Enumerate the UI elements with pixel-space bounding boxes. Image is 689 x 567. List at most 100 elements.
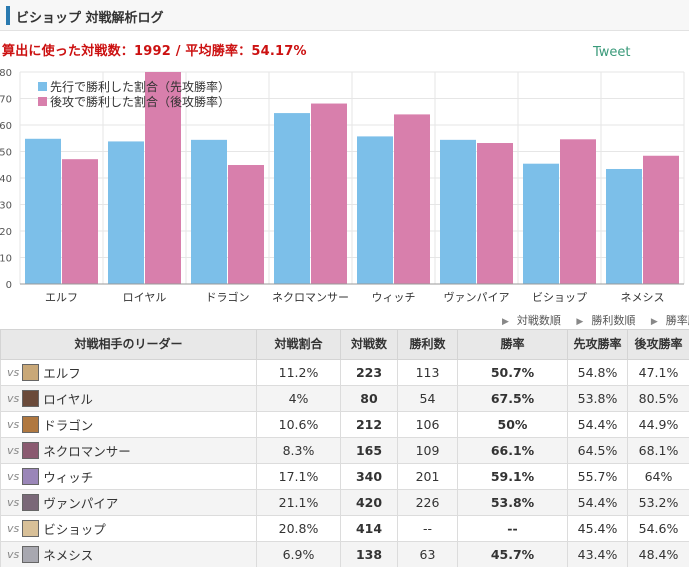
- opponent-cell: vs エルフ: [0, 359, 257, 386]
- legend-swatch: [38, 97, 47, 106]
- winrate-cell: 50.7%: [457, 359, 568, 386]
- opponent-name: ロイヤル: [43, 392, 93, 407]
- winrate-cell: 53.8%: [457, 489, 568, 516]
- leader-avatar-icon: [22, 442, 40, 459]
- legend-label: 後攻で勝利した割合（後攻勝率）: [50, 94, 230, 109]
- table-row: vs ネクロマンサー 8.3% 165 109 66.1% 64.5% 68.1%: [0, 437, 689, 464]
- leader-avatar-icon: [22, 546, 40, 563]
- games-cell: 420: [340, 489, 398, 516]
- summary-text: 算出に使った対戦数：1992 / 平均勝率：54.17%: [2, 44, 307, 59]
- winrate-cell: 59.1%: [457, 463, 568, 490]
- winrate-cell: 67.5%: [457, 385, 568, 412]
- table-row: vs ビショップ 20.8% 414 -- -- 45.4% 54.6%: [0, 515, 689, 542]
- bar-first-4: [357, 136, 393, 284]
- header-accent-bar: [6, 6, 10, 25]
- opponent-cell: vs ロイヤル: [0, 385, 257, 412]
- vs-label: vs: [7, 444, 20, 457]
- x-tick-label: ネクロマンサー: [272, 291, 349, 304]
- sort-arrow-icon: ▶: [576, 317, 584, 327]
- page-header: ビショップ 対戦解析ログ: [0, 0, 689, 31]
- col-header-first-winrate: 先攻勝率: [567, 329, 628, 360]
- vs-label: vs: [7, 366, 20, 379]
- winrate-cell: 66.1%: [457, 437, 568, 464]
- vs-label: vs: [7, 548, 20, 561]
- wins-cell: 63: [397, 541, 458, 567]
- x-tick-label: ウィッチ: [372, 291, 416, 304]
- page-title: ビショップ 対戦解析ログ: [16, 11, 164, 26]
- first-winrate-cell: 54.8%: [567, 359, 628, 386]
- second-winrate-cell: 53.2%: [627, 489, 689, 516]
- table-row: vs ドラゴン 10.6% 212 106 50% 54.4% 44.9%: [0, 411, 689, 438]
- games-cell: 138: [340, 541, 398, 567]
- x-tick-label: エルフ: [45, 291, 78, 304]
- col-header-wins: 勝利数: [397, 329, 458, 360]
- col-header-ratio: 対戦割合: [256, 329, 341, 360]
- y-tick-label: 20: [0, 227, 12, 238]
- vs-label: vs: [7, 496, 20, 509]
- opponent-cell: vs ドラゴン: [0, 411, 257, 438]
- wins-cell: 113: [397, 359, 458, 386]
- col-header-second-winrate: 後攻勝率: [627, 329, 689, 360]
- ratio-cell: 21.1%: [256, 489, 341, 516]
- opponent-name: エルフ: [43, 366, 81, 381]
- bar-second-0: [62, 159, 98, 284]
- opponent-cell: vs ネメシス: [0, 541, 257, 567]
- opponent-cell: vs ウィッチ: [0, 463, 257, 490]
- y-tick-label: 80: [0, 68, 12, 79]
- first-winrate-cell: 54.4%: [567, 489, 628, 516]
- table-row: vs ネメシス 6.9% 138 63 45.7% 43.4% 48.4%: [0, 541, 689, 567]
- x-tick-label: ビショップ: [532, 291, 587, 304]
- matchup-table: 対戦相手のリーダー 対戦割合 対戦数 勝利数 勝率 先攻勝率 後攻勝率 vs エル…: [0, 329, 689, 567]
- table-row: vs エルフ 11.2% 223 113 50.7% 54.8% 47.1%: [0, 359, 689, 386]
- games-cell: 80: [340, 385, 398, 412]
- y-tick-label: 10: [0, 254, 12, 265]
- first-winrate-cell: 45.4%: [567, 515, 628, 542]
- first-winrate-cell: 54.4%: [567, 411, 628, 438]
- sort-by-winrate-link[interactable]: ▶勝率順: [650, 314, 689, 327]
- wins-cell: 106: [397, 411, 458, 438]
- games-cell: 223: [340, 359, 398, 386]
- bar-first-1: [108, 141, 144, 284]
- second-winrate-cell: 68.1%: [627, 437, 689, 464]
- win-rate-chart: 0 10 20 30 40 50 60 70 80 エルフ ロイヤル ドラゴン ネクロマンサー ウィッチ ヴ…: [0, 68, 685, 304]
- table-header-row: 対戦相手のリーダー 対戦割合 対戦数 勝利数 勝率 先攻勝率 後攻勝率: [0, 329, 689, 360]
- sort-by-wins-link[interactable]: ▶ 勝利数順: [576, 314, 636, 327]
- vs-label: vs: [7, 418, 20, 431]
- ratio-cell: 11.2%: [256, 359, 341, 386]
- first-winrate-cell: 53.8%: [567, 385, 628, 412]
- bar-first-7: [606, 168, 642, 284]
- wins-cell: 54: [397, 385, 458, 412]
- bar-second-7: [643, 155, 679, 284]
- tweet-button[interactable]: Tweet: [593, 45, 631, 60]
- vs-label: vs: [7, 470, 20, 483]
- opponent-name: ドラゴン: [43, 418, 94, 433]
- games-cell: 165: [340, 437, 398, 464]
- first-winrate-cell: 64.5%: [567, 437, 628, 464]
- sort-by-games-link[interactable]: ▶ 対戦数順: [502, 314, 561, 327]
- y-tick-label: 30: [0, 201, 12, 212]
- bar-first-6: [523, 163, 559, 284]
- legend-swatch: [38, 82, 47, 91]
- sort-arrow-icon: ▶: [502, 317, 509, 327]
- opponent-name: ネクロマンサー: [43, 444, 131, 459]
- leader-avatar-icon: [22, 468, 40, 485]
- second-winrate-cell: 44.9%: [627, 411, 689, 438]
- wins-cell: --: [397, 515, 458, 542]
- second-winrate-cell: 47.1%: [627, 359, 689, 386]
- second-winrate-cell: 54.6%: [627, 515, 689, 542]
- second-winrate-cell: 80.5%: [627, 385, 689, 412]
- bar-first-3: [274, 113, 310, 284]
- legend-label: 先行で勝利した割合（先攻勝率）: [50, 79, 230, 94]
- leader-avatar-icon: [22, 390, 40, 407]
- games-cell: 212: [340, 411, 398, 438]
- first-winrate-cell: 43.4%: [567, 541, 628, 567]
- wins-cell: 226: [397, 489, 458, 516]
- opponent-name: ヴァンパイア: [43, 496, 119, 511]
- vs-label: vs: [7, 392, 20, 405]
- ratio-cell: 8.3%: [256, 437, 341, 464]
- bar-second-3: [311, 103, 347, 284]
- x-tick-label: ロイヤル: [123, 291, 167, 304]
- col-header-winrate: 勝率: [457, 329, 568, 360]
- y-tick-label: 40: [0, 174, 12, 185]
- second-winrate-cell: 64%: [627, 463, 689, 490]
